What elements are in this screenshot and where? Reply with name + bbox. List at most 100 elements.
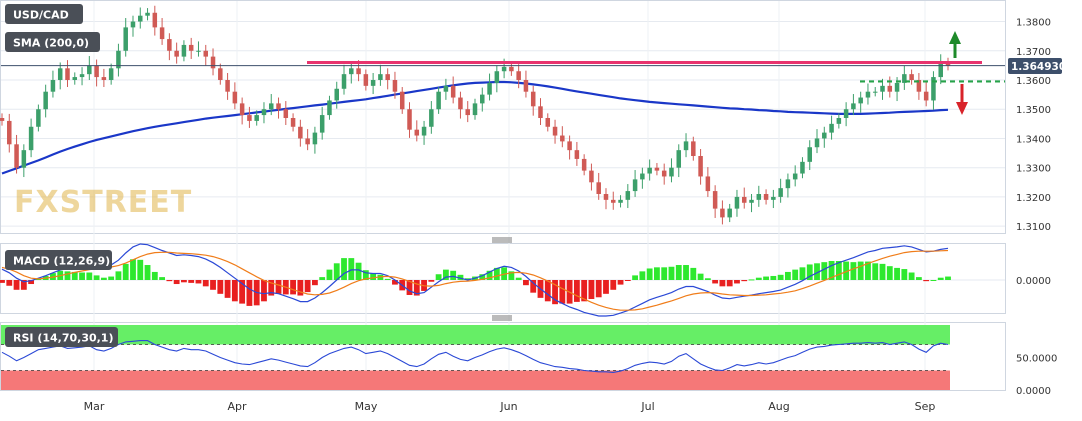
bull-candle bbox=[327, 100, 332, 116]
bear-candle bbox=[596, 182, 601, 194]
bull-candle bbox=[312, 132, 318, 145]
bull-candle bbox=[349, 68, 354, 75]
macd-histogram-bar bbox=[362, 270, 369, 280]
bull-candle bbox=[108, 68, 114, 80]
bear-candle bbox=[225, 80, 230, 92]
macd-histogram-bar bbox=[515, 277, 522, 280]
bull-candle bbox=[938, 62, 943, 78]
rsi-label: RSI (14,70,30,1) bbox=[13, 332, 113, 345]
bull-candle bbox=[116, 50, 121, 69]
bull-candle bbox=[28, 126, 34, 151]
macd-histogram-bar bbox=[872, 263, 879, 280]
macd-histogram-bar bbox=[690, 267, 697, 280]
price-tick-label: 1.3600 bbox=[1016, 76, 1051, 87]
bull-candle bbox=[196, 50, 201, 52]
rsi-resize-handle[interactable] bbox=[492, 315, 512, 321]
macd-histogram-bar bbox=[792, 269, 799, 280]
macd-histogram-bar bbox=[894, 267, 900, 280]
bear-candle bbox=[654, 167, 660, 171]
macd-histogram-bar bbox=[821, 262, 828, 280]
levels-layer bbox=[1, 31, 1005, 115]
bear-candle bbox=[567, 141, 572, 151]
macd-histogram-bar bbox=[246, 280, 253, 306]
bear-candle bbox=[7, 120, 12, 145]
macd-histogram-bar bbox=[79, 272, 85, 280]
macd-histogram-bar bbox=[857, 261, 864, 280]
bull-candle bbox=[268, 103, 274, 110]
bear-candle bbox=[305, 138, 310, 145]
bear-candle bbox=[581, 158, 587, 171]
bear-candle bbox=[691, 141, 696, 156]
macd-histogram-bar bbox=[697, 273, 704, 280]
macd-histogram-bar bbox=[886, 266, 893, 280]
macd-resize-handle[interactable] bbox=[492, 237, 512, 243]
bear-candle bbox=[65, 68, 70, 80]
macd-histogram-bar bbox=[115, 271, 122, 280]
bull-candle bbox=[370, 80, 376, 86]
macd-histogram-bar bbox=[464, 278, 471, 280]
macd-histogram-bar bbox=[71, 271, 78, 280]
macd-histogram-bar bbox=[726, 280, 733, 287]
macd-histogram-bar bbox=[588, 280, 595, 300]
macd-histogram-bar bbox=[181, 280, 187, 283]
bull-candle bbox=[429, 109, 434, 127]
bear-candle bbox=[298, 126, 303, 139]
bull-candle bbox=[872, 91, 878, 93]
bull-candle bbox=[145, 12, 150, 16]
macd-histogram-bar bbox=[843, 261, 850, 280]
bull-candle bbox=[130, 21, 136, 28]
bear-candle bbox=[14, 144, 19, 168]
macd-histogram-bar bbox=[93, 275, 100, 280]
rsi-line bbox=[1, 340, 949, 373]
bull-candle bbox=[494, 71, 500, 83]
bull-candle bbox=[79, 74, 85, 78]
bear-candle bbox=[603, 194, 609, 200]
macd-histogram-bar bbox=[450, 270, 457, 280]
macd-histogram-bar bbox=[908, 272, 915, 280]
macd-histogram-bar bbox=[210, 280, 216, 290]
bear-candle bbox=[232, 91, 238, 104]
price-tick-label: 1.3100 bbox=[1016, 222, 1051, 233]
macd-histogram-bar bbox=[457, 274, 464, 280]
bull-candle bbox=[902, 74, 907, 83]
symbol-tag: USD/CAD bbox=[5, 4, 83, 24]
sma-layer bbox=[1, 80, 949, 175]
bear-candle bbox=[276, 103, 281, 110]
bull-candle bbox=[261, 109, 267, 116]
macd-histogram-bar bbox=[755, 277, 762, 280]
symbol-label: USD/CAD bbox=[13, 9, 69, 22]
macd-histogram-bar bbox=[814, 263, 820, 280]
bull-candle bbox=[72, 77, 78, 80]
bull-candle bbox=[865, 91, 871, 98]
macd-histogram-bar bbox=[159, 277, 166, 280]
bear-candle bbox=[545, 118, 551, 127]
sma200-line bbox=[1, 80, 949, 175]
macd-histogram-bar bbox=[523, 280, 529, 286]
bear-candle bbox=[458, 97, 463, 110]
macd-line bbox=[1, 243, 949, 317]
macd-histogram-bar bbox=[559, 280, 566, 304]
bull-candle bbox=[843, 109, 849, 118]
macd-histogram-bar bbox=[319, 277, 326, 280]
macd-histogram-bar bbox=[865, 261, 871, 280]
bull-candle bbox=[647, 167, 652, 174]
bull-candle bbox=[858, 97, 863, 104]
macd-histogram-bar bbox=[581, 280, 588, 302]
macd-histogram-bar bbox=[806, 264, 813, 280]
price-tick-label: 1.3400 bbox=[1016, 134, 1051, 145]
bear-candle bbox=[152, 12, 158, 28]
bear-candle bbox=[392, 80, 398, 92]
bear-candle bbox=[720, 208, 725, 218]
bear-candle bbox=[101, 77, 107, 80]
bull-candle bbox=[378, 74, 383, 80]
bull-candle bbox=[57, 68, 63, 80]
macd-histogram-bar bbox=[741, 280, 748, 282]
macd-histogram-bar bbox=[777, 274, 784, 280]
macd-histogram-bar bbox=[799, 267, 806, 280]
macd-histogram-bar bbox=[239, 280, 246, 304]
bull-candle bbox=[487, 82, 492, 95]
bull-candle bbox=[43, 91, 48, 110]
macd-histogram-bar bbox=[108, 276, 115, 280]
macd-tag: MACD (12,26,9) bbox=[5, 250, 112, 270]
bull-candle bbox=[625, 191, 631, 200]
